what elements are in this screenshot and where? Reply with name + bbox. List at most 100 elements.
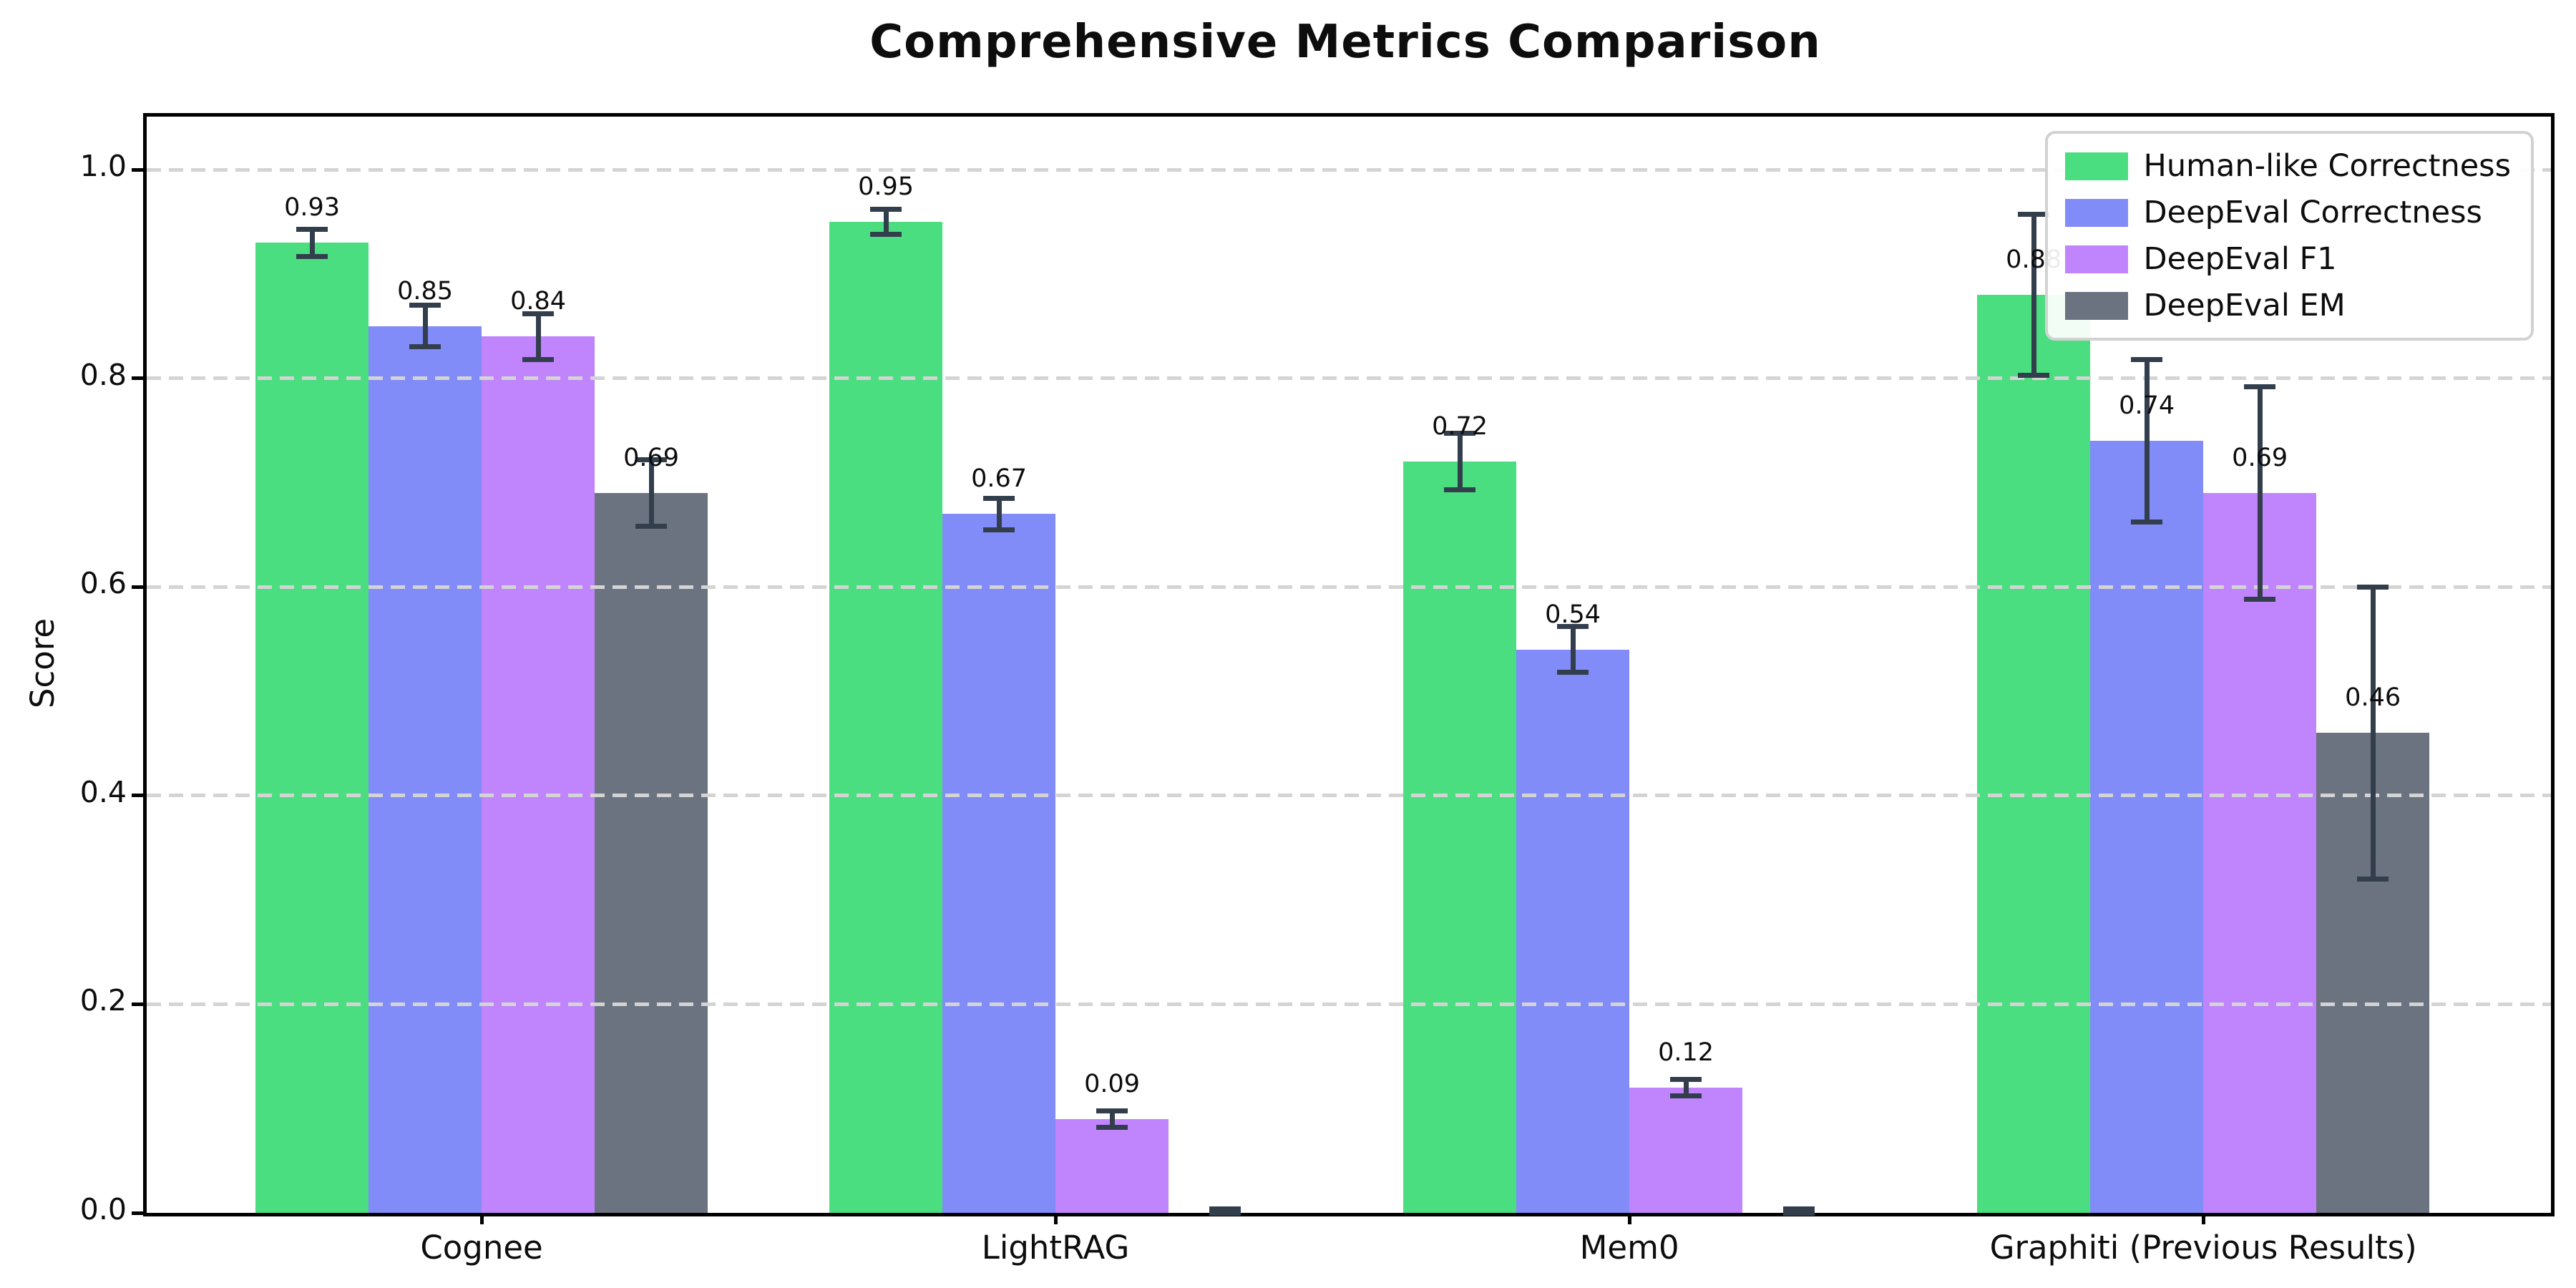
gridline xyxy=(147,794,2551,798)
error-bar-cap xyxy=(2131,519,2163,525)
error-bar-line xyxy=(2031,214,2036,376)
error-bar-cap xyxy=(2244,597,2276,602)
error-bar-cap xyxy=(2244,384,2276,389)
error-bar-cap xyxy=(1209,1210,1241,1216)
bar-value-label: 0.93 xyxy=(284,192,341,222)
error-bar-line xyxy=(1683,1079,1689,1096)
x-tick-mark xyxy=(1053,1213,1058,1224)
x-tick-label: LightRAG xyxy=(981,1229,1130,1267)
bar xyxy=(2203,492,2317,1213)
bar xyxy=(255,243,369,1213)
error-bar-line xyxy=(2144,359,2150,522)
bar xyxy=(595,492,708,1213)
legend-item-label: DeepEval EM xyxy=(2143,288,2346,323)
error-bar-cap xyxy=(296,226,328,232)
error-bar-cap xyxy=(1557,670,1589,675)
error-bar-cap xyxy=(296,253,328,259)
error-bar-line xyxy=(1457,433,1463,490)
bar-value-label: 0.95 xyxy=(858,172,914,201)
bar xyxy=(369,326,482,1213)
error-bar-cap xyxy=(2357,876,2389,882)
legend-item-label: DeepEval Correctness xyxy=(2143,195,2482,230)
bar xyxy=(1055,1118,1169,1213)
error-bar-line xyxy=(1109,1111,1115,1128)
error-bar-cap xyxy=(983,527,1015,532)
y-tick-mark xyxy=(132,1002,143,1006)
bar xyxy=(2090,441,2204,1213)
legend-swatch xyxy=(2064,198,2128,227)
legend-swatch xyxy=(2064,291,2128,320)
bar-value-label: 0.69 xyxy=(2232,443,2288,472)
y-tick-mark xyxy=(132,585,143,589)
x-tick-label: Mem0 xyxy=(1579,1229,1679,1267)
y-tick-mark xyxy=(132,167,143,172)
error-bar-line xyxy=(2257,386,2263,600)
error-bar-cap xyxy=(1557,624,1589,630)
error-bar-cap xyxy=(1670,1093,1702,1099)
x-tick-label: Cognee xyxy=(420,1229,543,1267)
gridline xyxy=(147,585,2551,589)
error-bar-cap xyxy=(409,344,441,350)
error-bar-line xyxy=(535,313,541,360)
error-bar-cap xyxy=(1670,1076,1702,1082)
error-bar-cap xyxy=(2018,372,2050,378)
x-tick-mark xyxy=(2201,1213,2205,1224)
error-bar-line xyxy=(883,209,889,235)
error-bar-line xyxy=(996,498,1002,530)
gridline xyxy=(147,1002,2551,1006)
error-bar-cap xyxy=(870,231,902,237)
error-bar-cap xyxy=(870,206,902,212)
bar-value-label: 0.69 xyxy=(623,443,680,472)
error-bar-cap xyxy=(522,356,555,362)
error-bar-cap xyxy=(1444,487,1476,493)
bar-value-label: 0.74 xyxy=(2119,391,2175,420)
error-bar-line xyxy=(648,459,654,527)
error-bar-cap xyxy=(1783,1210,1815,1216)
error-bar-cap xyxy=(2018,212,2050,218)
error-bar-cap xyxy=(2357,584,2389,590)
legend-item: DeepEval F1 xyxy=(2064,241,2511,277)
legend-item: DeepEval Correctness xyxy=(2064,195,2511,230)
bar-value-label: 0.85 xyxy=(397,276,454,306)
y-tick-mark xyxy=(132,794,143,798)
legend-swatch xyxy=(2064,152,2128,180)
error-bar-cap xyxy=(1783,1206,1815,1211)
error-bar-cap xyxy=(409,303,441,308)
error-bar-cap xyxy=(635,524,668,530)
gridline xyxy=(147,167,2551,172)
y-tick-label: 0.0 xyxy=(79,1192,127,1226)
legend-item: DeepEval EM xyxy=(2064,288,2511,323)
error-bar-line xyxy=(1570,626,1576,673)
error-bar-line xyxy=(422,305,428,347)
y-tick-label: 1.0 xyxy=(79,149,127,183)
legend: Human-like Correctness DeepEval Correctne… xyxy=(2044,131,2534,341)
bar-value-label: 0.46 xyxy=(2345,683,2401,713)
y-tick-label: 0.2 xyxy=(79,983,127,1018)
error-bar-cap xyxy=(1096,1124,1128,1130)
error-bar-cap xyxy=(983,495,1015,501)
gridline xyxy=(147,376,2551,381)
bar-value-label: 0.54 xyxy=(1545,600,1601,629)
bar-value-label: 0.84 xyxy=(510,287,567,316)
y-tick-label: 0.4 xyxy=(79,774,127,809)
error-bar-cap xyxy=(522,311,555,316)
chart-title: Comprehensive Metrics Comparison xyxy=(869,16,1821,69)
y-tick-label: 0.8 xyxy=(79,357,127,392)
bar-value-label: 0.12 xyxy=(1658,1038,1714,1067)
y-tick-label: 0.6 xyxy=(79,566,127,601)
bar xyxy=(482,336,595,1213)
legend-item: Human-like Correctness xyxy=(2064,148,2511,184)
plot-area: Score Human-like Correctness DeepEval Cor… xyxy=(24,113,2555,1267)
bar xyxy=(1977,294,2091,1213)
error-bar-line xyxy=(2370,587,2376,879)
error-bar-cap xyxy=(635,457,668,462)
bar xyxy=(942,514,1056,1213)
x-tick-label: Graphiti (Previous Results) xyxy=(1989,1229,2417,1267)
error-bar-cap xyxy=(1209,1206,1241,1211)
legend-item-label: Human-like Correctness xyxy=(2143,148,2511,184)
x-tick-mark xyxy=(479,1213,484,1224)
error-bar-cap xyxy=(1444,431,1476,436)
error-bar-cap xyxy=(1096,1108,1128,1113)
bar-value-label: 0.09 xyxy=(1084,1069,1141,1098)
bar-value-label: 0.72 xyxy=(1432,412,1488,441)
